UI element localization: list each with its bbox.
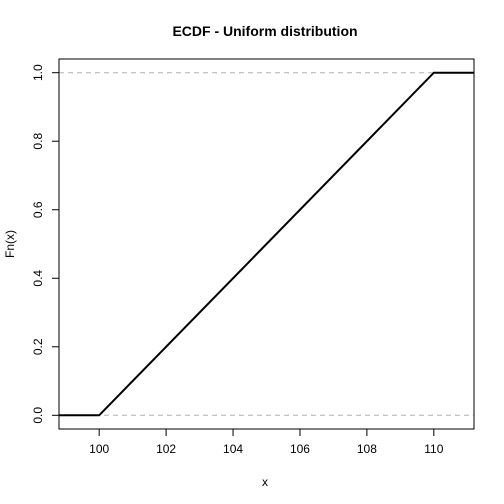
x-axis: 100 102 104 106 108 110: [89, 429, 444, 456]
y-axis: 0.0 0.2 0.4 0.6 0.8 1.0: [31, 64, 59, 424]
ecdf-series-0: [59, 71, 474, 417]
chart-title: ECDF - Uniform distribution: [172, 23, 357, 39]
x-tick-label-1: 102: [156, 442, 176, 456]
y-tick-label-2: 0.4: [31, 270, 45, 287]
y-axis-label: Fn(x): [3, 230, 17, 258]
x-tick-label-0: 100: [89, 442, 109, 456]
reference-lines: [59, 72, 474, 416]
y-tick-label-1: 0.2: [31, 338, 45, 355]
plot-frame: [58, 58, 475, 430]
y-tick-label-4: 0.8: [31, 133, 45, 150]
x-tick-label-4: 108: [357, 442, 377, 456]
x-axis-label: x: [262, 475, 268, 489]
series-layer: [59, 71, 474, 417]
y-tick-label-5: 1.0: [31, 64, 45, 81]
y-tick-label-0: 0.0: [31, 407, 45, 424]
y-tick-label-3: 0.6: [31, 201, 45, 218]
x-tick-label-3: 106: [290, 442, 310, 456]
x-tick-label-5: 110: [424, 442, 443, 456]
x-tick-label-2: 104: [223, 442, 243, 456]
